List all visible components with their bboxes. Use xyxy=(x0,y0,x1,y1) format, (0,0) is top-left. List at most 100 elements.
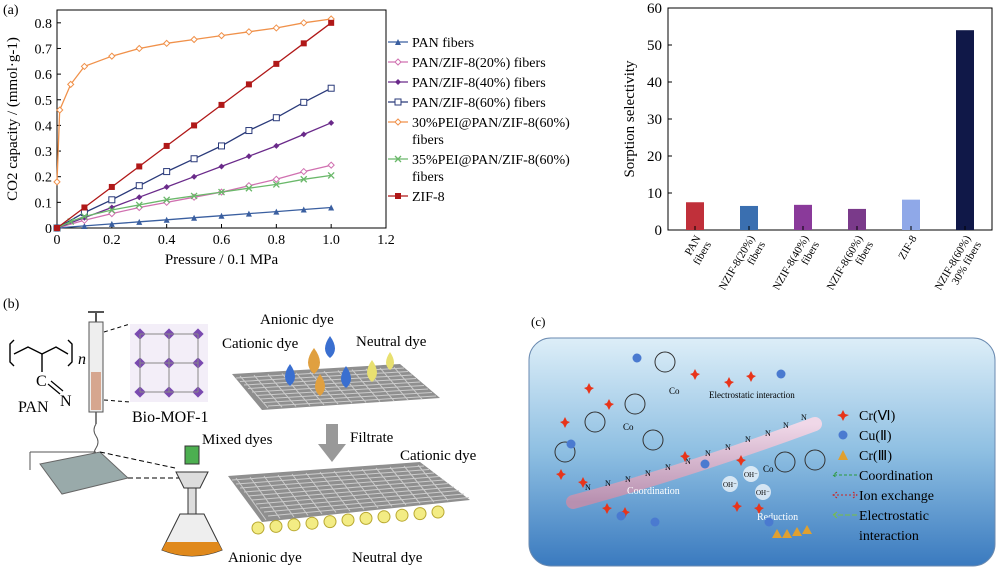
mesh-fiber xyxy=(263,493,465,513)
legend-label: 35%PEI@PAN/ZIF-8(60%) xyxy=(412,153,570,168)
mesh-fiber xyxy=(263,392,433,403)
mesh-fiber xyxy=(259,490,460,509)
bio-mof-1-label: Bio-MOF-1 xyxy=(132,409,208,426)
bar-category-text: ZIF-8 xyxy=(896,233,919,262)
data-point xyxy=(136,218,143,225)
panel-b-label: (b) xyxy=(3,297,20,312)
hydroxide-ions-icon: OH⁻ OH⁻ OH⁻ xyxy=(722,466,771,500)
data-point xyxy=(272,175,281,183)
data-point xyxy=(300,40,307,47)
mesh-fiber xyxy=(239,472,435,489)
data-point xyxy=(108,183,115,190)
mesh-fiber xyxy=(323,370,353,404)
fiber-n-label: N xyxy=(625,475,631,484)
data-point xyxy=(218,212,225,219)
data-point xyxy=(163,183,170,190)
legend-label: 30%PEI@PAN/ZIF-8(60%) xyxy=(412,116,570,131)
data-point xyxy=(245,184,253,192)
y-tick-label: 0.4 xyxy=(35,119,53,134)
cr6-ion xyxy=(690,369,700,380)
data-point xyxy=(273,142,280,149)
series-6 xyxy=(54,19,335,231)
bar-y-tick-label: 20 xyxy=(647,149,662,165)
bar-5 xyxy=(956,30,974,231)
legend-label: PAN/ZIF-8(40%) fibers xyxy=(412,76,546,91)
coordination-label: Coordination xyxy=(627,486,680,497)
bar-y-tick-label: 50 xyxy=(647,38,662,54)
legend-label: Cr(Ⅲ) xyxy=(859,449,892,464)
co2-capacity-line-chart: (a) 0 0.2 0.4 0.6 0.8 1.0 1.2 0 0.1 0.2 0.3 0.4 0.5 0… xyxy=(3,3,570,268)
data-point xyxy=(136,163,143,170)
mesh-fiber xyxy=(347,469,379,509)
x-tick-label: 0.8 xyxy=(268,233,286,248)
data-point xyxy=(108,52,116,60)
pan-structure: n C N PAN xyxy=(9,339,86,416)
syringe-icon xyxy=(29,311,104,470)
mesh-fiber xyxy=(263,475,295,518)
mesh-fiber xyxy=(393,366,423,400)
bar-y-axis-title: Sorption selectivity xyxy=(622,60,638,178)
data-point xyxy=(245,127,253,135)
dye-particle xyxy=(395,508,409,522)
bar-y-tick-label: 40 xyxy=(647,75,662,91)
data-point xyxy=(81,204,88,211)
fiber-n-label: N xyxy=(585,483,591,492)
cr6-ion xyxy=(732,501,742,512)
cr6-ion xyxy=(584,383,594,394)
series-4 xyxy=(53,15,335,186)
dye-droplets-icon xyxy=(285,336,394,396)
data-point xyxy=(163,142,170,149)
dye-particle xyxy=(341,513,355,527)
bar-plot-frame xyxy=(667,7,993,231)
pan-n-atom: N xyxy=(60,393,72,410)
mesh-fiber xyxy=(243,374,413,386)
mesh-fiber xyxy=(375,467,407,506)
data-point xyxy=(108,220,115,227)
mesh-fiber xyxy=(319,471,351,512)
fiber-membrane-icon xyxy=(39,451,180,495)
bar-category-label-4: ZIF-8 xyxy=(896,233,919,262)
data-point xyxy=(191,122,198,129)
data-point xyxy=(190,35,198,44)
bar-y-tick-label: 60 xyxy=(647,1,662,17)
data-point xyxy=(328,19,335,26)
fiber-n-label: N xyxy=(665,463,671,472)
co-center-2: Co xyxy=(669,386,680,396)
series-line xyxy=(56,174,332,229)
legend-label: PAN/ZIF-8(20%) fibers xyxy=(412,56,546,71)
x-tick-label: 1.0 xyxy=(322,233,340,248)
legend-item-3: Coordination xyxy=(832,469,933,484)
cu2-ion xyxy=(566,439,576,449)
mechanism-background xyxy=(528,337,996,567)
legend-label: fibers xyxy=(412,170,444,185)
y-tick-label: 0.6 xyxy=(35,68,53,83)
fiber-n-label: N xyxy=(801,413,807,422)
bar-1 xyxy=(740,205,758,230)
bar-category-label-5: PANZIF-8(60%)30% fibers xyxy=(926,233,984,290)
cr6-ion xyxy=(680,451,690,462)
co-center-1: Co xyxy=(623,422,634,432)
bar-y-tick-label: 10 xyxy=(647,186,662,202)
data-point xyxy=(245,153,252,160)
data-point xyxy=(108,206,116,214)
x-tick-label: 0.4 xyxy=(158,233,176,248)
mesh-fiber xyxy=(239,371,409,382)
bar-y-tick-label: 0 xyxy=(655,223,663,239)
cr6-ion xyxy=(578,477,588,488)
data-point xyxy=(108,196,116,204)
mesh-fiber xyxy=(351,369,381,402)
fiber-n-label: N xyxy=(605,479,611,488)
data-point xyxy=(56,106,64,114)
dye-particle xyxy=(251,521,265,535)
cr6-ion xyxy=(556,469,566,480)
mesh-fiber xyxy=(249,476,281,519)
data-point xyxy=(80,212,88,220)
data-point xyxy=(135,182,143,190)
dye-particle xyxy=(269,519,283,533)
data-point xyxy=(190,155,198,163)
red-star-icon xyxy=(837,410,849,421)
legend-label: PAN/ZIF-8(60%) fibers xyxy=(412,96,546,111)
mesh-fiber xyxy=(253,374,283,408)
dye-particle xyxy=(323,515,337,529)
data-point xyxy=(81,222,88,229)
